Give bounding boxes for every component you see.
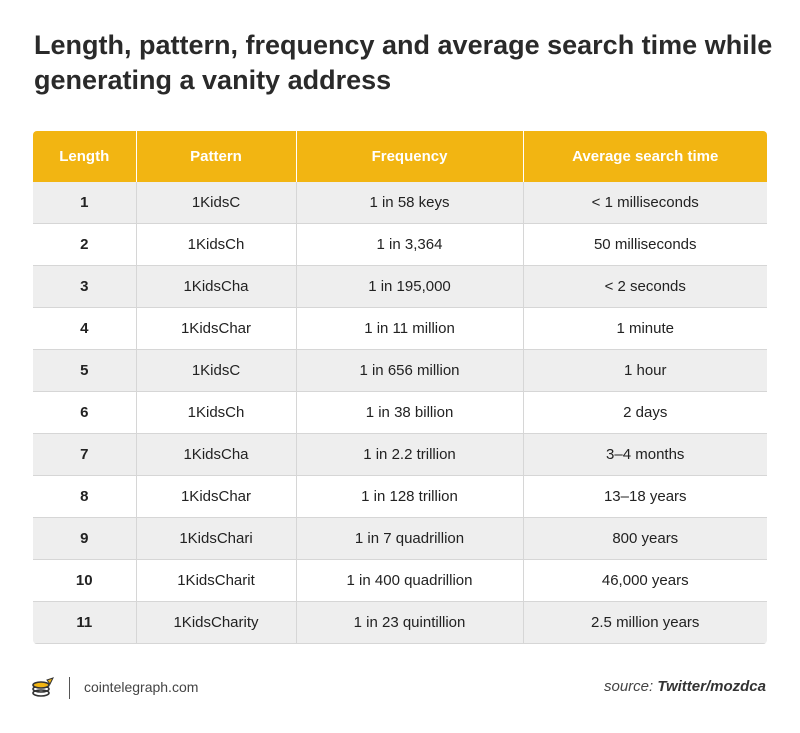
cell-pattern: 1KidsChar — [136, 475, 297, 518]
cell-pattern: 1KidsC — [136, 182, 297, 224]
cell-average-search-time: 800 years — [523, 517, 767, 560]
table-row: 2 1KidsCh 1 in 3,364 50 milliseconds — [33, 223, 767, 266]
cell-pattern: 1KidsCh — [136, 391, 297, 434]
cell-length: 7 — [33, 433, 137, 476]
cell-length: 11 — [33, 601, 137, 644]
cell-length: 2 — [33, 223, 137, 266]
table-body: 1 1KidsC 1 in 58 keys < 1 milliseconds 2 1Kid… — [33, 182, 767, 644]
cell-length: 6 — [33, 391, 137, 434]
cell-pattern: 1KidsCha — [136, 265, 297, 308]
cell-average-search-time: < 1 milliseconds — [523, 182, 767, 224]
table-row: 9 1KidsChari 1 in 7 quadrillion 800 years — [33, 517, 767, 560]
cell-pattern: 1KidsC — [136, 349, 297, 392]
footer-divider — [69, 677, 70, 699]
cell-pattern: 1KidsChari — [136, 517, 297, 560]
cell-frequency: 1 in 400 quadrillion — [296, 559, 524, 602]
table-row: 6 1KidsCh 1 in 38 billion 2 days — [33, 391, 767, 434]
column-header-frequency: Frequency — [296, 131, 524, 182]
cell-average-search-time: 3–4 months — [523, 433, 767, 476]
cell-frequency: 1 in 128 trillion — [296, 475, 524, 518]
cell-average-search-time: < 2 seconds — [523, 265, 767, 308]
cell-average-search-time: 1 hour — [523, 349, 767, 392]
table-row: 10 1KidsCharit 1 in 400 quadrillion 46,000 … — [33, 559, 767, 602]
cell-average-search-time: 1 minute — [523, 307, 767, 350]
source-prefix: source: — [604, 678, 658, 695]
cell-pattern: 1KidsCha — [136, 433, 297, 476]
cell-average-search-time: 13–18 years — [523, 475, 767, 518]
table-row: 11 1KidsCharity 1 in 23 quintillion 2.5 mil… — [33, 601, 767, 644]
cell-average-search-time: 50 milliseconds — [523, 223, 767, 266]
cell-pattern: 1KidsCharity — [136, 601, 297, 644]
table-row: 3 1KidsCha 1 in 195,000 < 2 seconds — [33, 265, 767, 308]
cell-frequency: 1 in 195,000 — [296, 265, 524, 308]
column-header-pattern: Pattern — [136, 131, 297, 182]
cell-length: 9 — [33, 517, 137, 560]
cell-frequency: 1 in 2.2 trillion — [296, 433, 524, 476]
cell-length: 4 — [33, 307, 137, 350]
table-row: 5 1KidsC 1 in 656 million 1 hour — [33, 349, 767, 392]
column-header-length: Length — [33, 131, 137, 182]
cell-frequency: 1 in 656 million — [296, 349, 524, 392]
cell-pattern: 1KidsCharit — [136, 559, 297, 602]
cell-frequency: 1 in 11 million — [296, 307, 524, 350]
data-table-container: Length Pattern Frequency Average search … — [33, 131, 767, 644]
cell-frequency: 1 in 58 keys — [296, 182, 524, 224]
data-table: Length Pattern Frequency Average search … — [33, 131, 767, 644]
table-row: 4 1KidsChar 1 in 11 million 1 minute — [33, 307, 767, 350]
table-header-row: Length Pattern Frequency Average search … — [33, 131, 767, 182]
cell-frequency: 1 in 38 billion — [296, 391, 524, 434]
cell-length: 5 — [33, 349, 137, 392]
cell-frequency: 1 in 7 quadrillion — [296, 517, 524, 560]
cell-length: 1 — [33, 182, 137, 224]
source-name: Twitter/mozdca — [657, 678, 766, 695]
cell-length: 10 — [33, 559, 137, 602]
cell-pattern: 1KidsChar — [136, 307, 297, 350]
column-header-average-search-time: Average search time — [523, 131, 767, 182]
table-row: 7 1KidsCha 1 in 2.2 trillion 3–4 months — [33, 433, 767, 476]
cell-length: 3 — [33, 265, 137, 308]
chart-title: Length, pattern, frequency and average s… — [34, 30, 773, 95]
cell-average-search-time: 2.5 million years — [523, 601, 767, 644]
cointelegraph-logo-icon — [32, 677, 54, 697]
cell-average-search-time: 46,000 years — [523, 559, 767, 602]
cell-pattern: 1KidsCh — [136, 223, 297, 266]
cell-frequency: 1 in 23 quintillion — [296, 601, 524, 644]
footer-site-name: cointelegraph.com — [84, 679, 199, 695]
cell-length: 8 — [33, 475, 137, 518]
table-row: 8 1KidsChar 1 in 128 trillion 13–18 years — [33, 475, 767, 518]
cell-average-search-time: 2 days — [523, 391, 767, 434]
cell-frequency: 1 in 3,364 — [296, 223, 524, 266]
table-row: 1 1KidsC 1 in 58 keys < 1 milliseconds — [33, 182, 767, 224]
footer-source: source: Twitter/mozdca — [604, 678, 766, 695]
